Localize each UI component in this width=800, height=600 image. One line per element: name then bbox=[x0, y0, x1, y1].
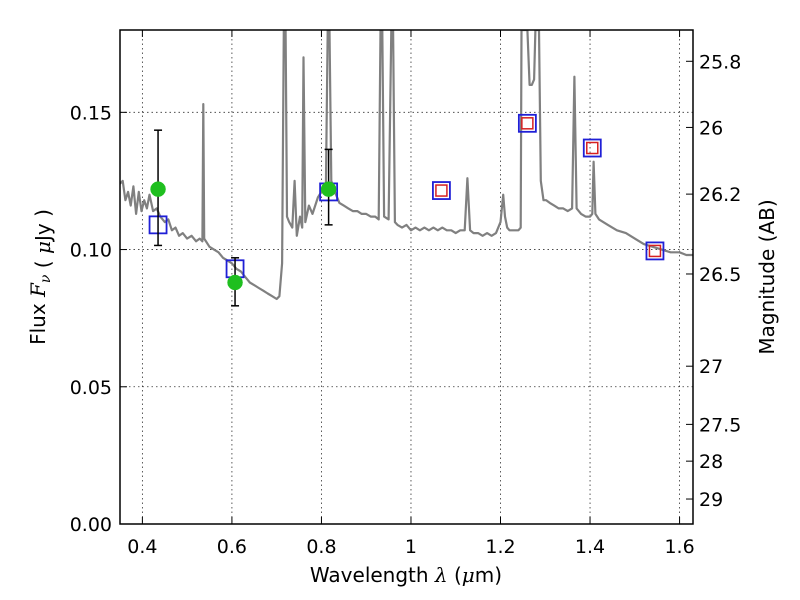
y2-tick-label: 28 bbox=[699, 451, 723, 473]
y2-tick-label: 25.8 bbox=[699, 51, 741, 73]
y-tick-label: 0.05 bbox=[70, 377, 112, 399]
axis-ticks: 0.4 0.6 0.8 1 1.2 1.4 1.6 0.00 0.05 0.10 0.15 25.8 2… bbox=[70, 30, 741, 558]
x-tick-label: 1 bbox=[405, 536, 417, 558]
y-tick-label: 0.00 bbox=[70, 514, 112, 536]
observed-point bbox=[150, 181, 166, 197]
y2-tick-label: 26 bbox=[699, 117, 723, 139]
blue-square-marker bbox=[582, 138, 602, 158]
red-square-marker bbox=[435, 184, 448, 197]
y-axis-label: Flux Fν ( μJy ) bbox=[26, 209, 55, 345]
observed-point bbox=[320, 181, 337, 197]
y2-tick-label: 27 bbox=[699, 356, 723, 378]
red-square-marker bbox=[648, 244, 662, 258]
y2-tick-label: 29 bbox=[699, 489, 723, 511]
blue-square-marker bbox=[517, 113, 537, 133]
x-tick-label: 0.8 bbox=[306, 536, 336, 558]
red-square-markers bbox=[435, 117, 662, 258]
x-tick-label: 1.4 bbox=[575, 536, 605, 558]
x-tick-label: 1.6 bbox=[664, 536, 694, 558]
red-square-marker bbox=[586, 141, 599, 155]
red-square-marker bbox=[521, 117, 534, 130]
plot-frame bbox=[119, 29, 694, 525]
y2-tick-label: 27.5 bbox=[699, 414, 741, 436]
x-tick-label: 0.4 bbox=[127, 536, 157, 558]
blue-square-marker bbox=[645, 241, 665, 261]
model-spectrum-layer bbox=[120, 30, 693, 301]
x-tick-label: 0.6 bbox=[217, 536, 247, 558]
observed-point bbox=[227, 274, 243, 291]
observed-points bbox=[150, 129, 337, 307]
y2-axis-label: Magnitude (AB) bbox=[755, 199, 779, 354]
y-tick-label: 0.10 bbox=[70, 240, 112, 262]
y-tick-label: 0.15 bbox=[70, 102, 112, 124]
x-tick-label: 1.2 bbox=[485, 536, 515, 558]
model-spectrum-line bbox=[120, 30, 693, 301]
y2-tick-label: 26.2 bbox=[699, 184, 741, 206]
blue-square-marker bbox=[432, 181, 451, 200]
x-axis-label: Wavelength λ (μm) bbox=[310, 563, 502, 587]
y2-tick-label: 26.5 bbox=[699, 264, 741, 286]
